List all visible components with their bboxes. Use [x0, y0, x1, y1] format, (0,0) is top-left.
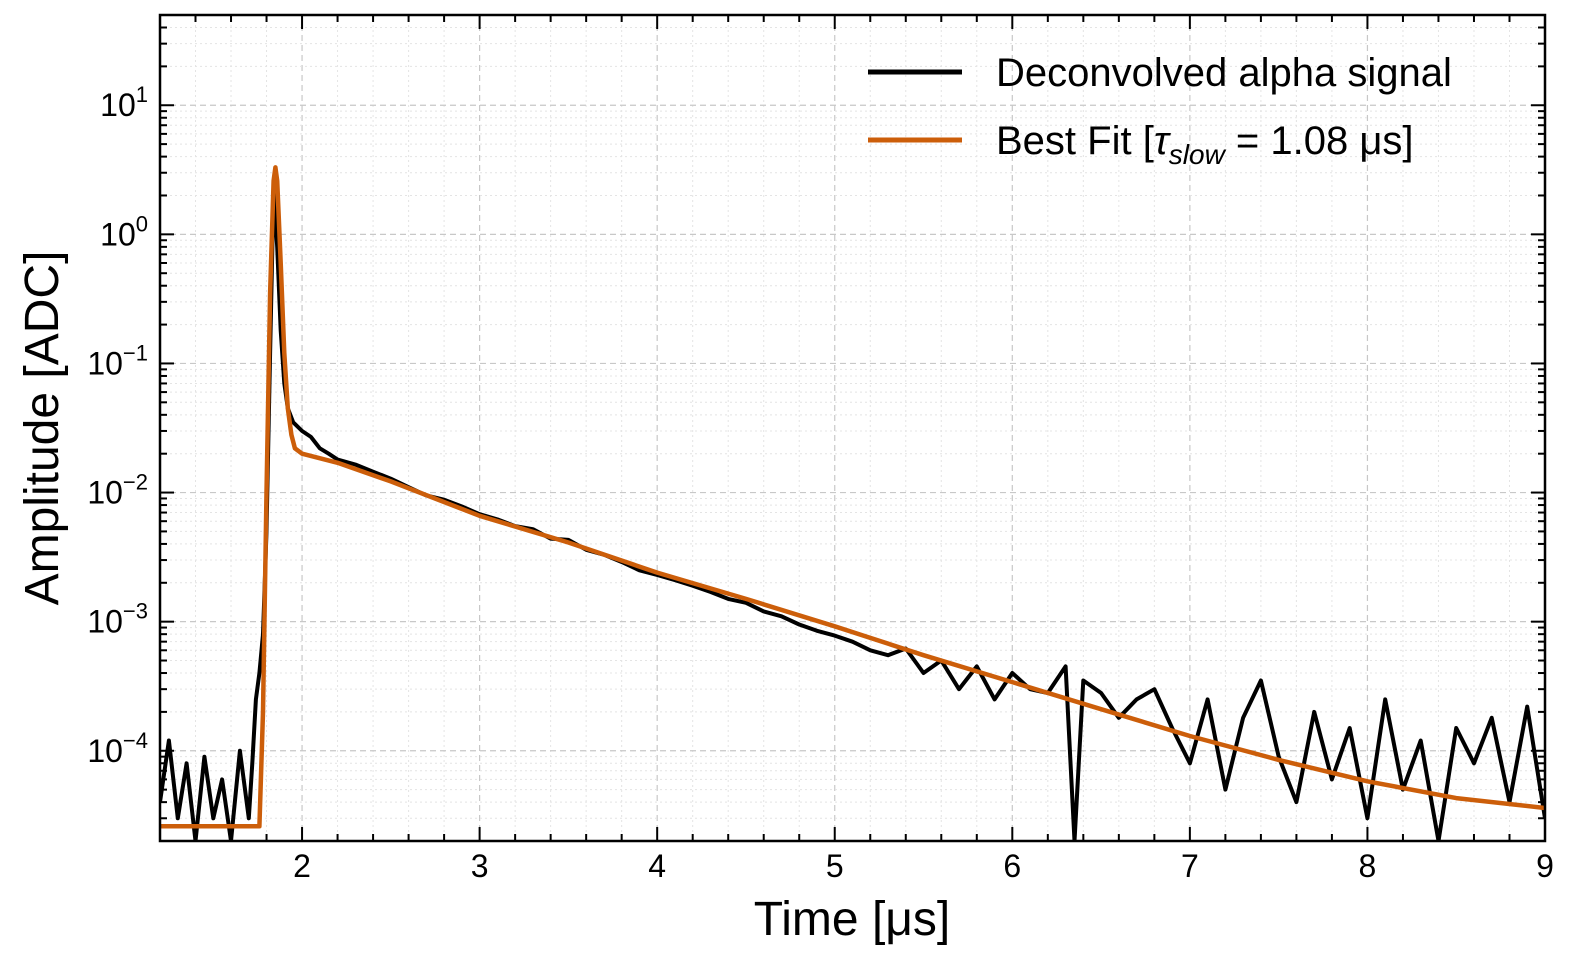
y-tick-label-base: 10 [87, 475, 123, 511]
x-tick-label: 5 [826, 848, 844, 884]
series-line-deconvolved [160, 185, 1545, 841]
y-tick-label-base: 10 [87, 604, 123, 640]
x-tick-label: 6 [1003, 848, 1021, 884]
y-tick-label-exponent: 1 [136, 82, 148, 107]
x-tick-label: 4 [648, 848, 666, 884]
y-tick-label: 10−3 [87, 599, 148, 640]
x-tick-label: 2 [293, 848, 311, 884]
plot-series [160, 165, 1545, 841]
y-tick-label-exponent: 0 [136, 211, 148, 236]
legend-label-deconvolved: Deconvolved alpha signal [996, 51, 1452, 95]
legend-label-best-fit-suffix: = 1.08 μs] [1225, 119, 1414, 163]
y-tick-label-base: 10 [100, 216, 136, 252]
y-tick-label-base: 10 [87, 733, 123, 769]
legend: Deconvolved alpha signal Best Fit [τslow… [868, 51, 1452, 170]
y-tick-label: 10−4 [87, 728, 148, 769]
axis-ticks [159, 14, 1546, 842]
legend-label-best-fit-prefix: Best Fit [ [996, 119, 1154, 163]
x-tick-label: 7 [1181, 848, 1199, 884]
x-axis-title: Time [μs] [754, 893, 951, 946]
x-tick-labels: 2 3 4 5 6 7 8 9 [293, 848, 1554, 884]
y-tick-label-base: 10 [100, 87, 136, 123]
y-tick-label: 101 [100, 82, 148, 123]
x-tick-label: 9 [1536, 848, 1554, 884]
legend-label-best-fit-tau: τ [1154, 119, 1172, 163]
y-tick-label: 10−2 [87, 470, 148, 511]
legend-label-best-fit: Best Fit [τslow = 1.08 μs] [996, 119, 1414, 170]
y-tick-label-exponent: −3 [123, 599, 148, 624]
y-tick-label-exponent: −1 [123, 340, 148, 365]
x-tick-label: 3 [471, 848, 489, 884]
plot-frame [158, 13, 1547, 843]
y-axis-title: Amplitude [ADC] [16, 251, 69, 606]
y-tick-label-exponent: −2 [123, 470, 148, 495]
y-tick-label-base: 10 [87, 345, 123, 381]
series-line-best-fit [160, 165, 1545, 829]
y-tick-label: 100 [100, 211, 148, 252]
y-tick-label-exponent: −4 [123, 728, 148, 753]
grid-lines [159, 14, 1546, 842]
y-tick-label: 10−1 [87, 340, 148, 381]
legend-label-best-fit-subscript: slow [1169, 139, 1227, 170]
x-tick-label: 8 [1359, 848, 1377, 884]
